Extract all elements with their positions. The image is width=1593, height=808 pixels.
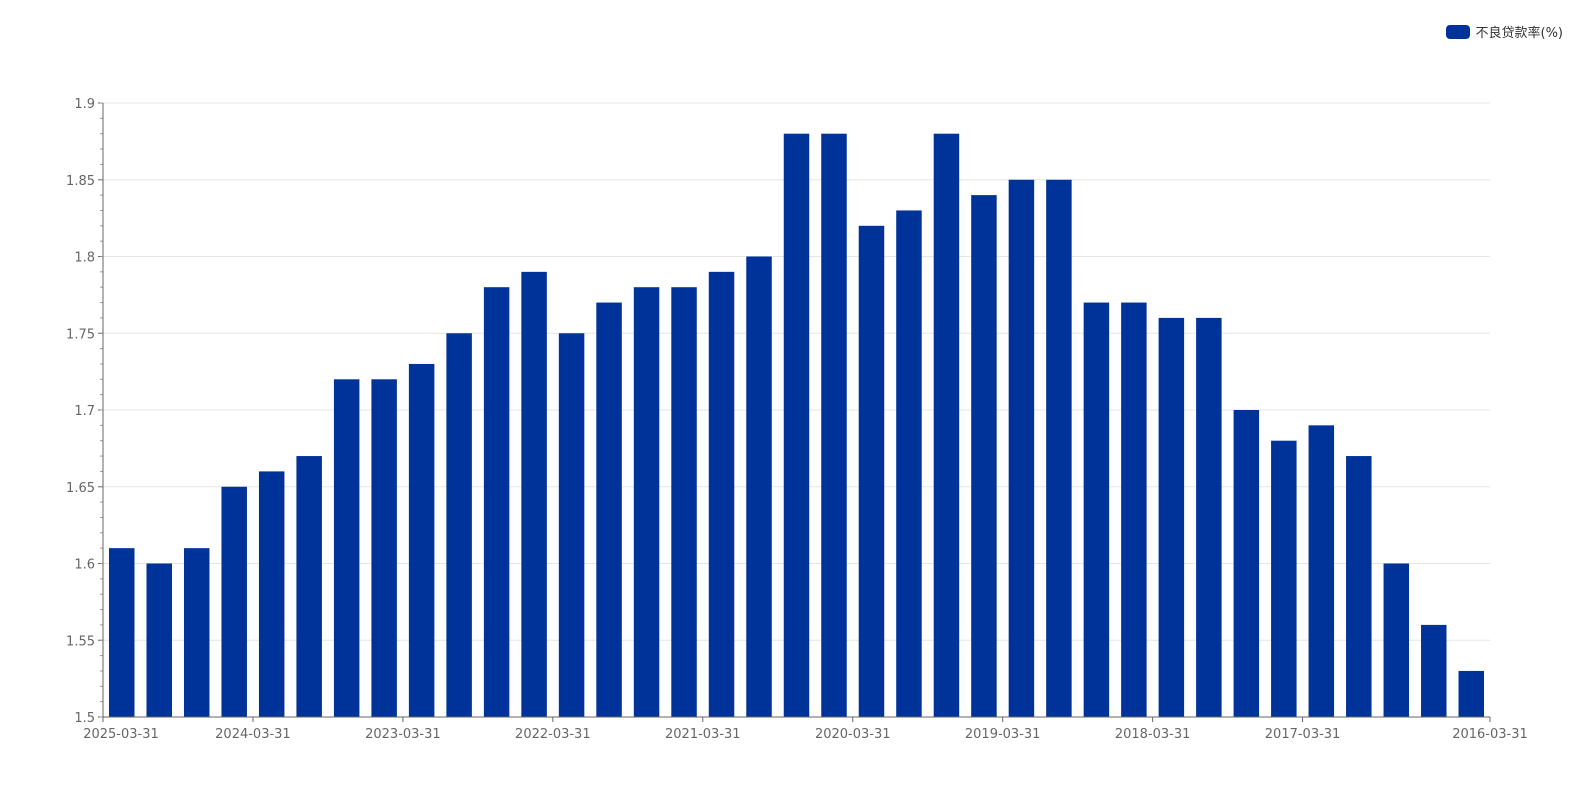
y-tick-label: 1.75 [66, 327, 95, 342]
bar [1308, 425, 1335, 717]
x-tick-label: 2023-03-31 [365, 727, 441, 742]
bar [1196, 317, 1222, 717]
bar [296, 456, 322, 717]
y-tick-label: 1.8 [74, 251, 95, 266]
bar [783, 133, 810, 717]
x-tick-label: 2022-03-31 [515, 727, 591, 742]
bar [408, 363, 435, 717]
y-tick-label: 1.6 [74, 558, 95, 573]
bar [333, 379, 360, 717]
x-tick-label: 2020-03-31 [815, 727, 891, 742]
bar [1271, 440, 1297, 717]
bar [1008, 179, 1035, 717]
bar [146, 563, 172, 717]
bar [746, 256, 772, 717]
bar [1121, 302, 1147, 717]
x-tick-label: 2021-03-31 [665, 727, 741, 742]
bar [1346, 456, 1372, 717]
bar [633, 287, 660, 717]
x-tick-label: 2018-03-31 [1115, 727, 1191, 742]
bar [371, 379, 397, 717]
bar [1383, 563, 1410, 717]
bar [1046, 179, 1072, 717]
bar [708, 271, 735, 717]
bar [1083, 302, 1110, 717]
x-tick-label: 2019-03-31 [965, 727, 1041, 742]
bar [1421, 624, 1447, 717]
y-tick-label: 1.85 [66, 174, 95, 189]
y-tick-label: 1.7 [74, 404, 95, 419]
y-tick-label: 1.5 [74, 711, 95, 726]
bar [521, 271, 547, 717]
bar [821, 133, 847, 717]
bar [1158, 317, 1185, 717]
y-tick-label: 1.65 [66, 481, 95, 496]
bar [596, 302, 622, 717]
bar [858, 225, 885, 718]
bar [183, 548, 210, 717]
x-tick-label: 2016-03-31 [1452, 727, 1528, 742]
bar [108, 548, 135, 717]
bar [896, 210, 922, 717]
bar [671, 287, 697, 717]
legend-swatch [1445, 24, 1470, 39]
bar [558, 333, 585, 717]
bar [971, 195, 997, 718]
bar [1233, 410, 1260, 717]
bar [483, 287, 510, 717]
x-tick-label: 2024-03-31 [215, 727, 291, 742]
bar [221, 486, 247, 717]
legend-label: 不良贷款率(%) [1475, 26, 1564, 41]
y-tick-label: 1.9 [74, 97, 95, 112]
y-tick-label: 1.55 [66, 634, 95, 649]
legend[interactable]: 不良贷款率(%) [1445, 22, 1564, 41]
bar [258, 471, 285, 717]
x-tick-label: 2025-03-31 [83, 727, 159, 742]
bar [933, 133, 960, 717]
bar [1458, 670, 1485, 717]
x-tick-label: 2017-03-31 [1265, 727, 1341, 742]
bar [446, 333, 472, 717]
